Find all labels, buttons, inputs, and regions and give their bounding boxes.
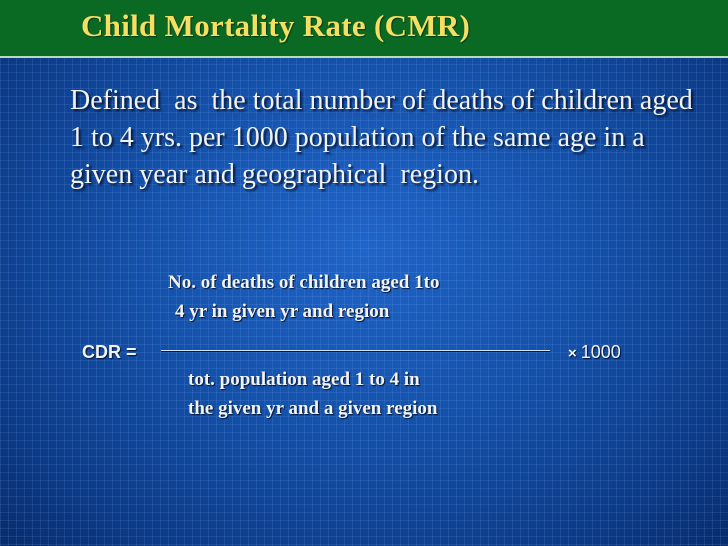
multiplier: × 1000 bbox=[568, 342, 621, 363]
denominator-line-2: the given yr and a given region bbox=[188, 398, 438, 419]
formula-lhs: CDR = bbox=[82, 342, 137, 362]
numerator-line-2: 4 yr in given yr and region bbox=[175, 301, 390, 322]
fraction-line bbox=[161, 350, 550, 352]
multiply-symbol: × bbox=[568, 345, 577, 362]
slide-title: Child Mortality Rate (CMR) bbox=[81, 8, 471, 43]
denominator-line-1: tot. population aged 1 to 4 in bbox=[188, 369, 420, 390]
definition-text: Defined as the total number of deaths of… bbox=[70, 85, 700, 190]
multiplier-value: 1000 bbox=[580, 342, 621, 362]
numerator-line-1: No. of deaths of children aged 1to bbox=[168, 272, 440, 293]
title-bar: Child Mortality Rate (CMR) bbox=[0, 0, 728, 58]
